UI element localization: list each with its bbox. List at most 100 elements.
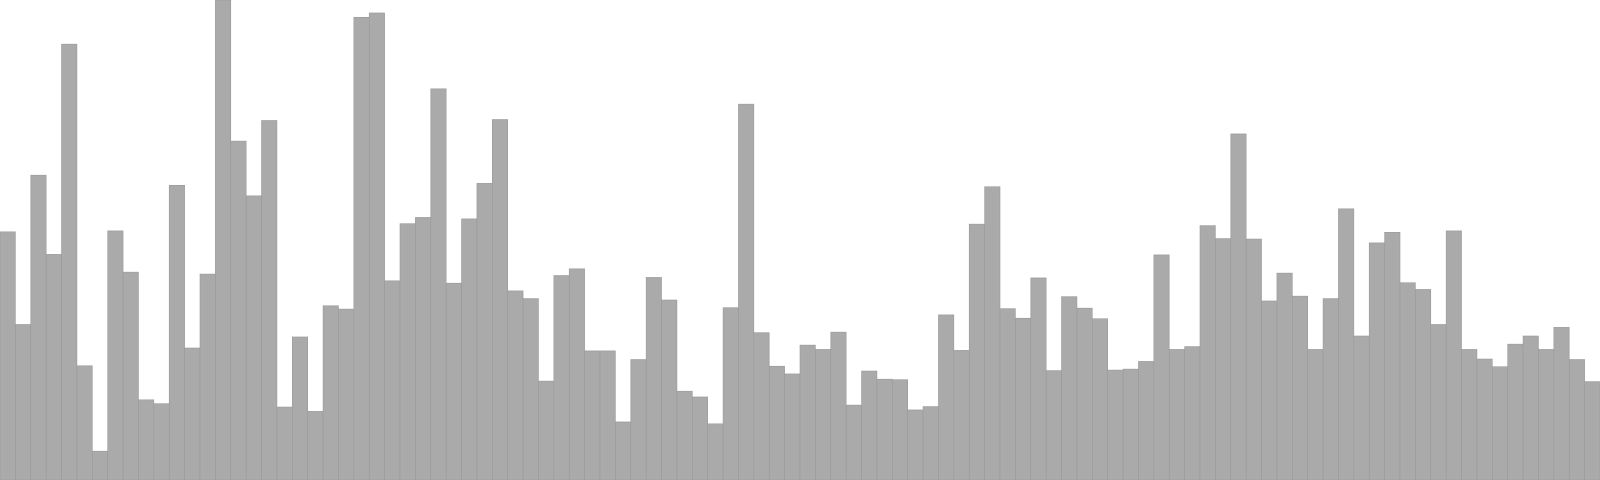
bar-68 [1030,277,1047,480]
bar-44 [661,299,678,480]
bar-62 [938,314,955,480]
bar-16 [230,140,247,480]
bar-35 [522,298,539,480]
bar-55 [830,331,847,480]
bar-93 [1415,289,1432,480]
bar-80 [1215,238,1232,480]
bar-5 [61,43,78,480]
bar-25 [368,12,385,480]
bar-57 [861,370,878,480]
bar-89 [1353,335,1370,480]
bar-53 [799,344,816,480]
bar-48 [722,307,739,480]
bar-38 [568,268,585,480]
bar-30 [445,282,462,480]
bar-92 [1399,282,1416,480]
bar-21 [307,411,324,480]
bar-18 [261,120,278,480]
bar-101 [1538,349,1555,480]
bar-6 [76,365,93,480]
bar-94 [1430,324,1447,480]
bar-75 [1138,361,1155,480]
bar-31 [461,218,478,480]
bar-95 [1445,230,1462,480]
bar-67 [1015,317,1032,480]
bar-59 [892,379,908,480]
bar-17 [245,195,262,480]
bar-65 [984,186,1001,480]
bar-2 [15,324,32,480]
bar-19 [276,406,293,480]
bar-72 [1092,318,1108,480]
bar-64 [968,223,985,480]
bar-37 [553,275,570,480]
bar-73 [1107,369,1124,480]
bar-66 [999,308,1016,480]
bar-45 [676,390,693,480]
bar-27 [399,223,416,480]
bar-90 [1368,242,1385,480]
bar-40 [599,350,616,480]
bar-47 [707,423,724,480]
bar-83 [1261,300,1278,480]
bar-63 [953,350,970,480]
bar-99 [1507,343,1524,480]
bar-61 [922,406,939,480]
bar-11 [153,403,170,480]
bar-26 [384,280,401,480]
bar-42 [630,359,647,480]
bar-58 [876,378,893,480]
bar-60 [907,409,924,480]
bar-102 [1553,327,1570,480]
bar-78 [1184,346,1201,480]
bar-9 [122,271,139,480]
bar-74 [1122,368,1139,480]
bar-34 [507,290,524,480]
bar-28 [415,217,432,480]
bar-46 [692,396,708,480]
bar-14 [199,273,216,480]
bar-97 [1476,358,1493,480]
bar-10 [138,399,155,480]
bar-39 [584,350,601,480]
bar-79 [1199,225,1216,480]
bar-91 [1384,232,1401,480]
bar-104 [1584,381,1600,480]
bar-24 [353,16,370,480]
bar-49 [738,103,755,480]
bar-3 [30,174,47,480]
bar-103 [1568,359,1585,480]
bar-29 [430,88,447,480]
bar-56 [845,404,862,480]
bar-41 [615,421,632,480]
bar-1 [0,231,16,480]
bar-51 [768,365,785,480]
bar-54 [815,349,832,480]
bar-13 [184,347,201,480]
bar-32 [476,183,493,480]
bar-70 [1061,296,1078,480]
bar-7 [92,450,108,480]
bar-23 [338,308,355,480]
bar-12 [168,184,185,480]
bar-50 [753,332,770,480]
bar-84 [1276,272,1293,480]
bar-20 [292,336,308,480]
bar-85 [1292,295,1308,480]
bar-4 [45,254,62,480]
bar-71 [1076,307,1093,480]
bar-33 [492,119,508,480]
bar-81 [1230,133,1247,480]
bar-69 [1045,370,1062,480]
bar-86 [1307,349,1324,480]
bar-76 [1153,254,1170,480]
bar-52 [784,373,801,480]
bar-43 [645,277,662,480]
bar-15 [215,0,232,480]
bar-82 [1245,238,1262,480]
bar-77 [1168,349,1185,480]
bar-36 [538,380,555,480]
bar-22 [322,305,339,480]
